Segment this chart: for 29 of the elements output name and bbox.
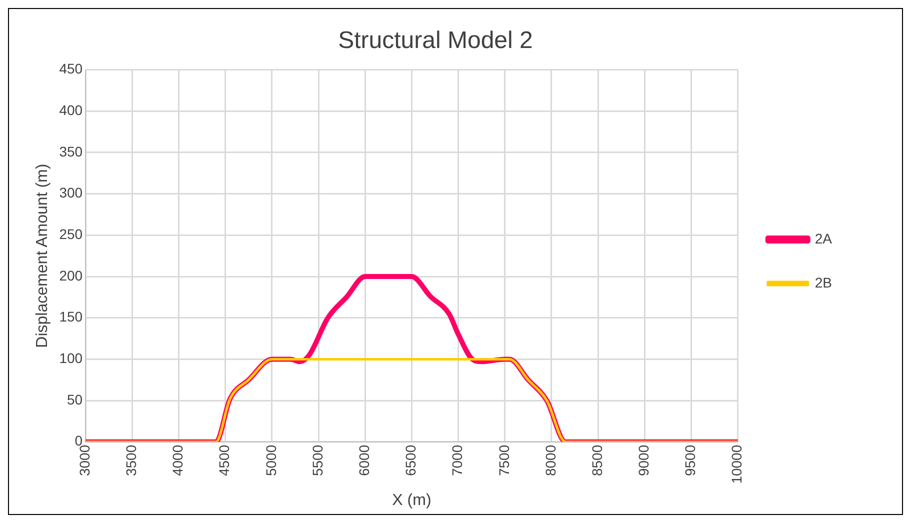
chart-title: Structural Model 2 xyxy=(338,27,533,54)
y-tick-label: 450 xyxy=(59,60,83,77)
x-tick-label: 8000 xyxy=(542,444,558,476)
x-tick-label: 3000 xyxy=(76,444,92,476)
x-tick-label: 5000 xyxy=(262,444,279,476)
x-tick-label: 9500 xyxy=(682,444,698,476)
y-tick-label: 200 xyxy=(59,267,83,284)
x-tick-label: 9000 xyxy=(636,444,652,476)
y-axis-title: Displacement Amount (m) xyxy=(34,164,52,348)
x-tick-label: 6500 xyxy=(402,444,419,476)
y-tick-label: 350 xyxy=(59,143,83,160)
x-tick-label: 10000 xyxy=(728,444,745,484)
x-tick-label: 5500 xyxy=(309,444,326,476)
y-tick-label: 50 xyxy=(66,391,83,408)
legend-label: 2A xyxy=(814,230,833,246)
x-axis-title: X (m) xyxy=(392,492,432,509)
y-tick-label: 300 xyxy=(59,184,83,201)
y-tick-label: 150 xyxy=(59,308,83,325)
legend-label: 2B xyxy=(814,274,832,290)
y-tick-label: 100 xyxy=(59,350,83,366)
x-tick-label: 6000 xyxy=(356,444,372,476)
x-tick-label: 4500 xyxy=(216,444,232,476)
x-tick-label: 7000 xyxy=(449,444,466,476)
x-tick-label: 8500 xyxy=(588,444,605,476)
x-tick-label: 7500 xyxy=(496,444,512,476)
x-tick-label: 3500 xyxy=(123,444,140,476)
y-tick-label: 400 xyxy=(59,102,83,118)
x-tick-label: 4000 xyxy=(170,444,186,476)
y-tick-label: 250 xyxy=(59,226,83,242)
